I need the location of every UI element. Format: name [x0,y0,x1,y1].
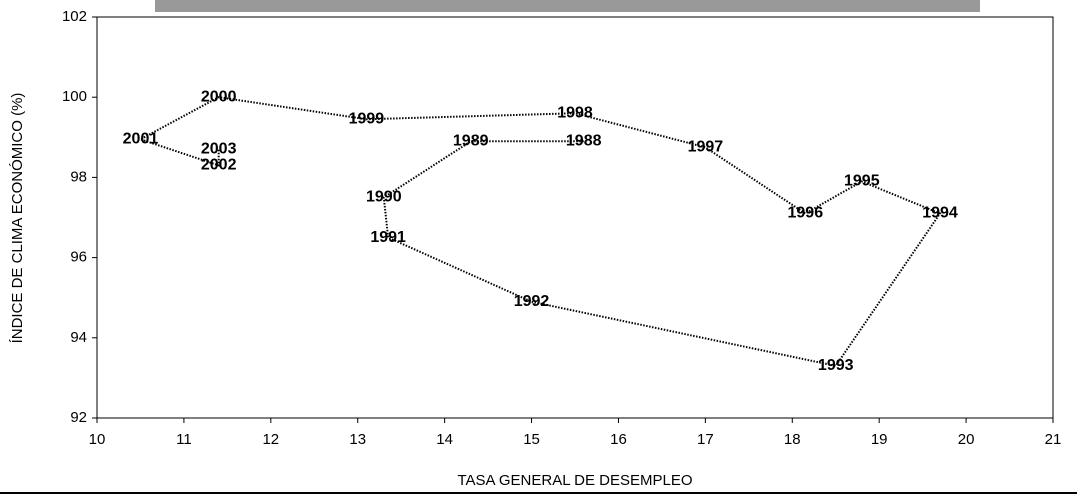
point-label: 1989 [453,133,489,150]
x-tick-label: 18 [784,431,801,448]
point-label: 1994 [922,205,958,222]
y-tick-label: 96 [70,249,87,266]
x-tick-label: 17 [697,431,714,448]
y-tick-label: 92 [70,409,87,426]
x-tick-label: 15 [523,431,540,448]
x-tick-label: 10 [89,431,106,448]
x-tick-label: 11 [176,431,192,448]
y-tick-label: 94 [70,329,87,346]
point-label: 1998 [557,104,593,121]
series-line [137,96,942,367]
point-label: 2002 [201,157,237,174]
x-tick-label: 20 [958,431,975,448]
point-label: 1991 [370,229,406,246]
point-label: 2001 [123,131,159,148]
point-label: 2003 [201,141,237,158]
point-label: 1997 [688,139,724,156]
y-tick-label: 102 [62,8,87,25]
y-tick-label: 98 [70,168,87,185]
point-label: 1996 [788,205,824,222]
x-tick-label: 14 [436,431,453,448]
x-tick-label: 16 [610,431,627,448]
x-axis-label: TASA GENERAL DE DESEMPLEO [457,472,692,489]
header-bar [155,0,980,12]
point-label: 1992 [514,293,550,310]
point-label: 1988 [566,133,602,150]
y-tick-label: 100 [62,88,87,105]
plot-frame [96,16,1054,419]
x-tick-label: 12 [262,431,279,448]
x-tick-label: 13 [349,431,366,448]
point-label: 1990 [366,189,402,206]
point-label: 1999 [349,110,385,127]
x-tick-label: 19 [871,431,888,448]
point-label: 2000 [201,88,237,105]
point-label: 1993 [818,357,854,374]
point-label: 1995 [844,173,880,190]
x-tick-label: 21 [1045,431,1062,448]
y-axis-label: ÍNDICE DE CLIMA ECONÓMICO (%) [9,93,26,344]
